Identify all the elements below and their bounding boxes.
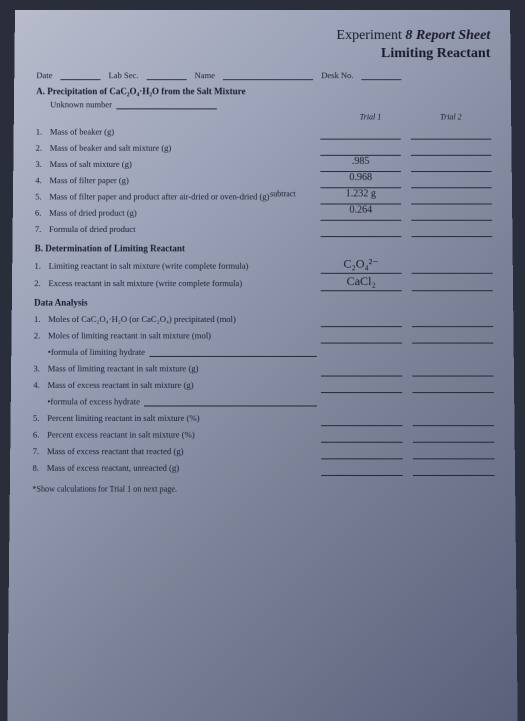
- exp-num: 8: [405, 28, 412, 43]
- section-b-title: B. Determination of Limiting Reactant: [35, 243, 493, 253]
- exp-label: Experiment: [336, 28, 401, 43]
- row-d8: 8.Mass of excess reactant, unreacted (g): [32, 459, 494, 476]
- unknown-label: Unknown number: [50, 99, 112, 109]
- form-row: Date Lab Sec. Name Desk No.: [36, 70, 490, 80]
- unknown-row: Unknown number: [50, 99, 491, 109]
- row-d6: 6.Percent excess reactant in salt mixtur…: [33, 426, 495, 443]
- labsec-blank[interactable]: [146, 70, 186, 80]
- row-a4: 4.Mass of filter paper (g) 0.968: [35, 172, 492, 188]
- row-a7: 7.Formula of dried product: [35, 221, 492, 237]
- val-b2[interactable]: CaCl₂: [321, 274, 402, 291]
- row-d7: 7.Mass of excess reactant that reacted (…: [33, 443, 495, 460]
- section-a-title: A. Precipitation of CaC₂O₄·H₂O from the …: [36, 86, 491, 96]
- row-b1: 1.Limiting reactant in salt mixture (wri…: [34, 256, 492, 273]
- row-a1: 1.Mass of beaker (g): [36, 123, 492, 139]
- footnote: *Show calculations for Trial 1 on next p…: [32, 484, 495, 493]
- row-a2: 2.Mass of beaker and salt mixture (g): [36, 140, 492, 156]
- trial-headers: Trial 1 Trial 2: [36, 112, 491, 121]
- row-a6: 6.Mass of dried product (g) 0.264: [35, 205, 492, 221]
- val-a5[interactable]: 1.232 g: [320, 188, 401, 204]
- desk-blank[interactable]: [361, 70, 401, 80]
- row-d2: 2.Moles of limiting reactant in salt mix…: [34, 327, 494, 343]
- experiment-title: Experiment 8 Report Sheet: [37, 28, 491, 44]
- sheet-label: Report Sheet: [416, 28, 490, 43]
- val-a4[interactable]: 0.968: [320, 172, 401, 188]
- subtract-annotation: subtract: [270, 189, 296, 198]
- row-d5: 5.Percent limiting reactant in salt mixt…: [33, 410, 494, 427]
- val-a3[interactable]: .985: [320, 156, 401, 172]
- row-a5: 5.Mass of filter paper and product after…: [35, 188, 492, 204]
- labsec-label: Lab Sec.: [109, 70, 139, 80]
- page-header: Experiment 8 Report Sheet Limiting React…: [36, 28, 490, 62]
- row-d3: 3.Mass of limiting reactant in salt mixt…: [33, 360, 493, 376]
- row-d4-sub: • formula of excess hydrate: [47, 393, 494, 410]
- data-analysis-title: Data Analysis: [34, 297, 493, 307]
- row-d4: 4.Mass of excess reactant in salt mixtur…: [33, 377, 494, 394]
- unknown-blank[interactable]: [116, 108, 216, 109]
- row-d1: 1.Moles of CaC₂O₄·H₂O (or CaC₂O₄) precip…: [34, 311, 493, 327]
- date-blank[interactable]: [60, 70, 100, 80]
- row-b2: 2.Excess reactant in salt mixture (write…: [34, 274, 493, 291]
- date-label: Date: [36, 70, 52, 80]
- val-b1[interactable]: C₂O₄²⁻: [321, 256, 402, 273]
- row-a3: 3.Mass of salt mixture (g) .985: [35, 156, 491, 172]
- name-label: Name: [195, 70, 215, 80]
- trial2-header: Trial 2: [411, 112, 491, 121]
- val-a6[interactable]: 0.264: [320, 205, 401, 221]
- page-subtitle: Limiting Reactant: [36, 46, 490, 62]
- worksheet-page: Experiment 8 Report Sheet Limiting React…: [7, 10, 517, 721]
- trial1-header: Trial 1: [330, 112, 410, 121]
- row-d2-sub: • formula of limiting hydrate: [48, 344, 494, 360]
- desk-label: Desk No.: [321, 70, 353, 80]
- name-blank[interactable]: [223, 70, 313, 80]
